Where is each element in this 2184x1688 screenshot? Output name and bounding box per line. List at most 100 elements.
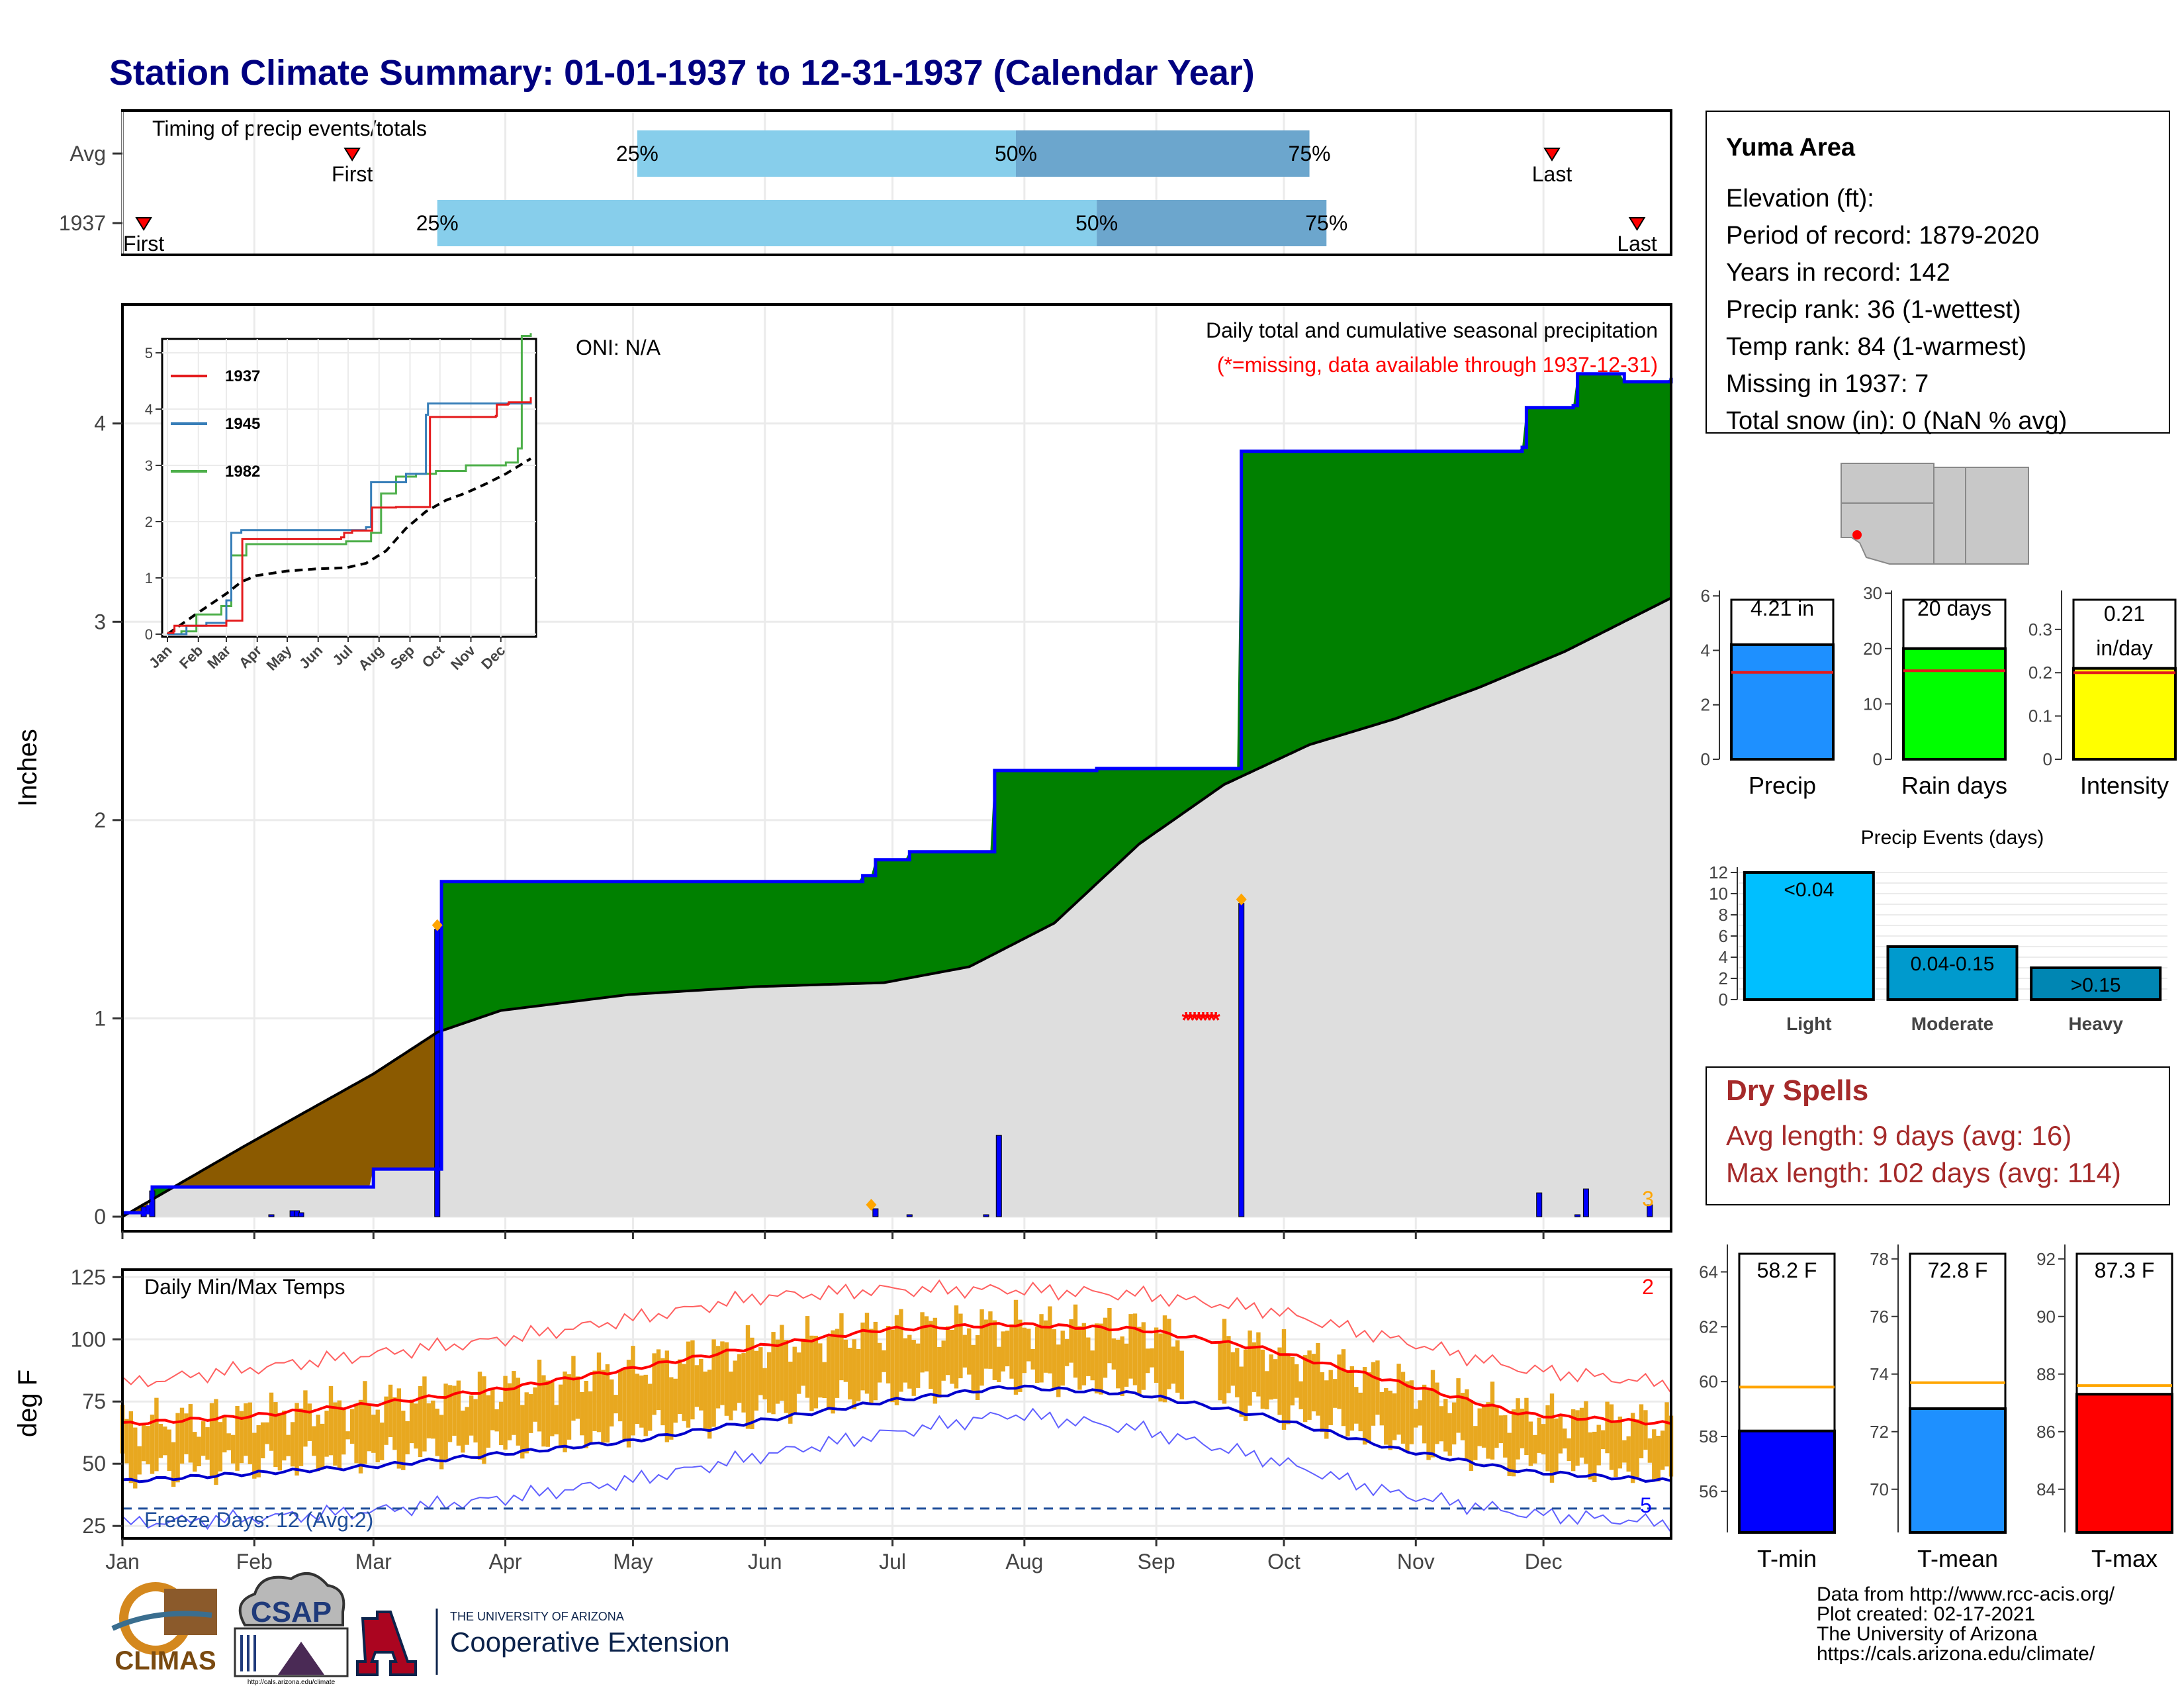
average-cumulative-line (121, 596, 1672, 1218)
daily-temp-bar (1405, 1381, 1410, 1453)
ua-small-text: THE UNIVERSITY OF ARIZONA (450, 1610, 624, 1623)
daily-temp-bar (563, 1371, 567, 1452)
record-low-line (122, 1407, 1672, 1533)
month-label: Mar (355, 1550, 392, 1573)
daily-temp-bar (1494, 1405, 1499, 1448)
daily-temp-bar (784, 1340, 789, 1413)
daily-temp-bar (1311, 1354, 1316, 1412)
daily-temp-bar (1596, 1425, 1601, 1466)
info-title: Yuma Area (1726, 134, 1856, 162)
daily-temp-bar (1103, 1317, 1108, 1378)
daily-temp-bar (690, 1340, 695, 1420)
daily-temp-bar (1175, 1340, 1180, 1393)
daily-temp-bar (1563, 1429, 1567, 1449)
metric-chart: 0 10 20 30 Rain days 20 days (1863, 583, 2007, 799)
daily-temp-bar (473, 1399, 478, 1443)
daily-temp-bar (1409, 1380, 1414, 1444)
daily-temp-bar (1396, 1364, 1401, 1435)
daily-temp-bar (903, 1338, 908, 1383)
daily-temp-bar (1218, 1342, 1222, 1401)
daily-precip-bar (268, 1214, 275, 1217)
events-category-label: Heavy (2068, 1013, 2123, 1034)
daily-temp-bar (1128, 1314, 1133, 1379)
daily-temp-bar (1664, 1402, 1669, 1467)
csap-url: http://cals.arizona.edu/climate (248, 1679, 336, 1686)
metric-ytick-label: 78 (1870, 1249, 1889, 1269)
daily-temp-bar (962, 1335, 968, 1368)
footer-line: The University of Arizona (1817, 1623, 2038, 1645)
missing-day-marker: * (1207, 1008, 1216, 1033)
daily-temp-bar (584, 1380, 588, 1448)
precip-ytick-label: 1 (94, 1006, 106, 1030)
events-ytick-label: 12 (1709, 863, 1728, 882)
daily-temp-bar (1588, 1432, 1593, 1479)
daily-precip-bar (298, 1212, 304, 1217)
month-label: Sep (1138, 1550, 1175, 1573)
footer-line: https://cals.arizona.edu/climate/ (1817, 1643, 2095, 1665)
daily-temp-bar (1320, 1372, 1325, 1432)
daily-temp-bar (239, 1411, 244, 1464)
daily-temp-bar (1541, 1424, 1546, 1455)
daily-temp-bar (379, 1423, 385, 1460)
daily-temp-bar (1235, 1348, 1240, 1397)
month-label: Jun (748, 1550, 782, 1573)
daily-temp-bar (1302, 1355, 1308, 1423)
daily-temp-bar (405, 1421, 410, 1455)
info-line: Temp rank: 84 (1-warmest) (1726, 333, 2026, 361)
daily-precip-bar (995, 1135, 1002, 1217)
timing-q25-label: 25% (416, 211, 459, 235)
metric-bar (2075, 1393, 2173, 1534)
daily-temp-bar (175, 1413, 180, 1483)
daily-temp-bar (1460, 1393, 1465, 1440)
timing-q50-label: 50% (1075, 211, 1118, 235)
metric-value-label: 4.21 in (1751, 596, 1814, 620)
daily-temp-bar (1230, 1352, 1236, 1386)
metric-bar (1738, 1429, 1836, 1534)
events-ytick-label: 2 (1719, 968, 1728, 988)
info-line: Years in record: 142 (1726, 259, 1950, 287)
daily-temp-bar (601, 1370, 606, 1443)
daily-temp-bar (503, 1376, 508, 1450)
daily-temp-bar (839, 1313, 844, 1381)
metric-label: Rain days (1901, 772, 2007, 799)
record-precip-marker (866, 1199, 877, 1211)
metric-ytick-label: 64 (1699, 1262, 1718, 1282)
metric-ytick-label: 84 (2036, 1479, 2056, 1499)
daily-temp-bar (1179, 1350, 1184, 1400)
daily-temp-bar (354, 1403, 359, 1464)
daily-temp-bar (796, 1352, 801, 1394)
daily-temp-bar (401, 1411, 406, 1470)
timing-row-label: Avg (69, 142, 106, 165)
precip-ytick-label: 3 (94, 610, 106, 633)
oni-label: ONI: N/A (576, 336, 661, 359)
daily-temp-bar (1528, 1421, 1533, 1466)
daily-temp-bar (1575, 1410, 1580, 1466)
daily-temp-bar (745, 1325, 751, 1429)
month-label: Oct (1267, 1550, 1300, 1573)
metric-value-label: 0.21 (2104, 602, 2145, 626)
daily-temp-bar (1507, 1432, 1512, 1476)
precip-ylabel: Inches (13, 729, 42, 807)
daily-temp-bar (1451, 1402, 1457, 1445)
daily-temp-bar (201, 1421, 206, 1456)
timing-q75-label: 75% (1289, 142, 1331, 165)
events-ytick-label: 6 (1719, 926, 1728, 946)
daily-temp-bar (558, 1384, 563, 1446)
inset-legend-label: 1982 (225, 463, 260, 481)
daily-temp-bar (1141, 1322, 1146, 1390)
events-bar-label: >0.15 (2071, 974, 2121, 996)
daily-temp-bar (1260, 1349, 1265, 1409)
daily-temp-bar (418, 1385, 423, 1458)
climas-text: CLIMAS (114, 1646, 216, 1675)
daily-temp-bar (282, 1410, 287, 1461)
daily-temp-bar (524, 1392, 529, 1454)
metric-ytick-label: 60 (1699, 1372, 1718, 1391)
metric-chart: 0 2 4 6 Precip 4.21 in (1701, 586, 1835, 799)
daily-temp-bar (1349, 1366, 1355, 1431)
info-box: Yuma Area Elevation (ft): Period of reco… (1706, 111, 2170, 435)
first-event-marker (343, 148, 361, 162)
daily-temp-bar (1081, 1323, 1087, 1385)
daily-temp-bar (226, 1433, 231, 1450)
daily-temp-bar (1498, 1415, 1504, 1444)
daily-temp-bar (703, 1371, 707, 1429)
